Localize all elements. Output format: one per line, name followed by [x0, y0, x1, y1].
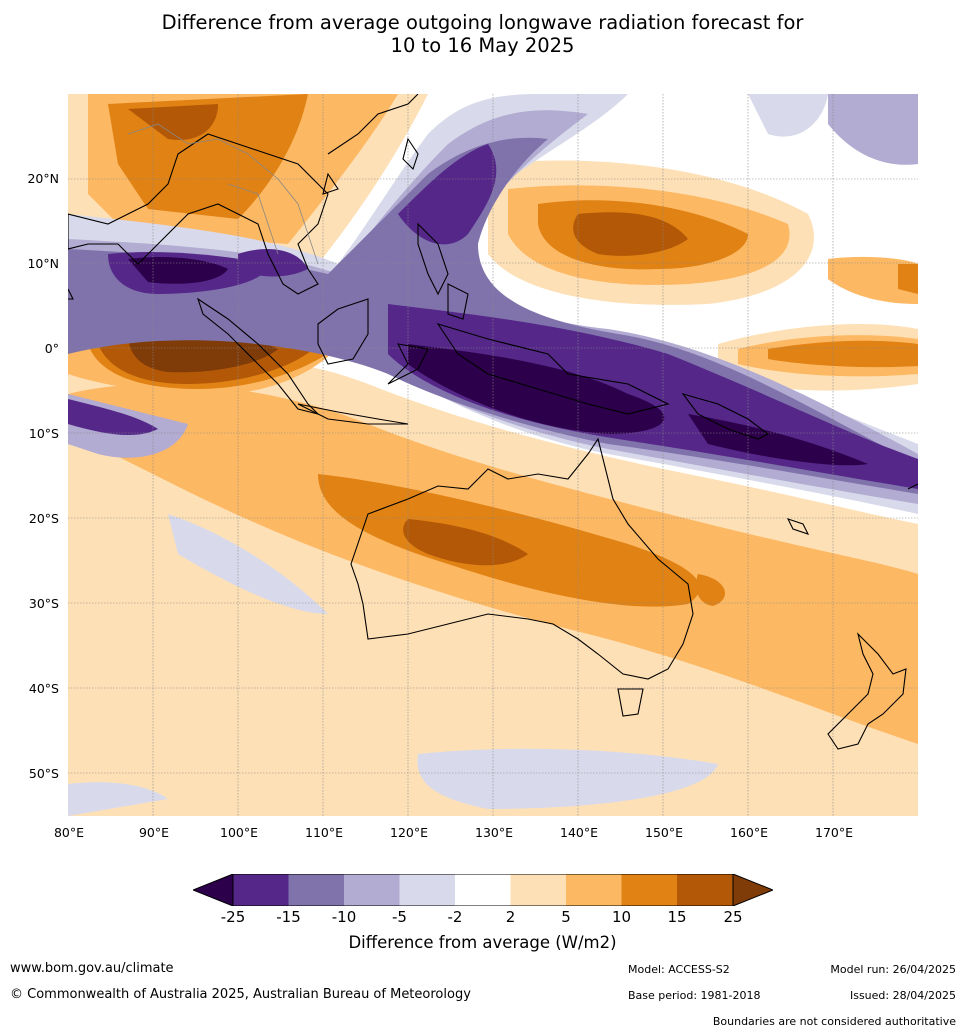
lat-label-20n: 20°N: [27, 171, 59, 186]
anomaly-fill-light: [68, 94, 918, 816]
colorbar-swatch-1: [233, 874, 289, 906]
colorbar: [193, 874, 773, 906]
colorbar-tick-6: 2: [505, 908, 516, 926]
lon-label-160e: 160°E: [729, 825, 769, 840]
title-line-2: 10 to 16 May 2025: [390, 34, 575, 57]
colorbar-tick-2: -15: [276, 908, 301, 926]
base-period-text: Base period: 1981-2018: [628, 989, 761, 1002]
lon-label-120e: 120°E: [389, 825, 429, 840]
lon-label-150e: 150°E: [644, 825, 684, 840]
lon-label-130e: 130°E: [474, 825, 514, 840]
colorbar-swatch-5: [455, 874, 511, 906]
lon-label-80e: 80°E: [53, 825, 85, 840]
lon-label-170e: 170°E: [814, 825, 854, 840]
model-text: Model: ACCESS-S2: [628, 963, 730, 976]
lon-label-140e: 140°E: [559, 825, 599, 840]
anomaly-map: [68, 94, 918, 816]
colorbar-tick-8: 10: [611, 908, 632, 926]
colorbar-tick-1: -25: [220, 908, 246, 926]
lat-label-10s: 10°S: [28, 426, 59, 441]
website-link[interactable]: www.bom.gov.au/climate: [10, 961, 174, 976]
lon-label-100e: 100°E: [219, 825, 259, 840]
map-area: [68, 94, 918, 816]
model-run-text: Model run: 26/04/2025: [830, 963, 956, 976]
colorbar-swatch-3: [344, 874, 400, 906]
lat-label-30s: 30°S: [28, 596, 59, 611]
title-line-1: Difference from average outgoing longwav…: [161, 11, 804, 34]
colorbar-swatch-8: [621, 874, 677, 906]
copyright-text: © Commonwealth of Australia 2025, Austra…: [10, 987, 471, 1002]
lat-label-20s: 20°S: [28, 511, 59, 526]
colorbar-swatch-7: [566, 874, 622, 906]
borders: [127, 123, 319, 265]
coastlines: [68, 94, 918, 750]
colorbar-swatch-2: [288, 874, 344, 906]
colorbar-arrow-high: [732, 874, 773, 906]
colorbar-swatch-4: [399, 874, 455, 906]
colorbar-tick-7: 5: [561, 908, 571, 926]
colorbar-frame: [232, 874, 734, 906]
issued-text: Issued: 28/04/2025: [849, 989, 956, 1002]
colorbar-tick-5: -2: [447, 908, 463, 926]
colorbar-tick-3: -10: [331, 908, 357, 926]
lon-label-110e: 110°E: [304, 825, 344, 840]
lon-label-90e: 90°E: [138, 825, 170, 840]
lat-label-10n: 10°N: [27, 256, 59, 271]
colorbar-tick-4: -5: [392, 908, 407, 926]
colorbar-tick-9: 15: [667, 908, 687, 926]
lat-label-0: 0°: [44, 341, 59, 356]
graticule: [68, 94, 918, 816]
lat-label-40s: 40°S: [28, 681, 59, 696]
colorbar-swatch-9: [677, 874, 733, 906]
map-title: Difference from average outgoing longwav…: [0, 11, 965, 57]
colorbar-tick-10: 25: [723, 908, 743, 926]
colorbar-swatch-6: [510, 874, 566, 906]
colorbar-label: Difference from average (W/m2): [348, 933, 617, 952]
disclaimer-text: Boundaries are not considered authoritat…: [712, 1015, 956, 1028]
lat-label-50s: 50°S: [28, 766, 59, 781]
colorbar-arrow-low: [193, 874, 234, 906]
